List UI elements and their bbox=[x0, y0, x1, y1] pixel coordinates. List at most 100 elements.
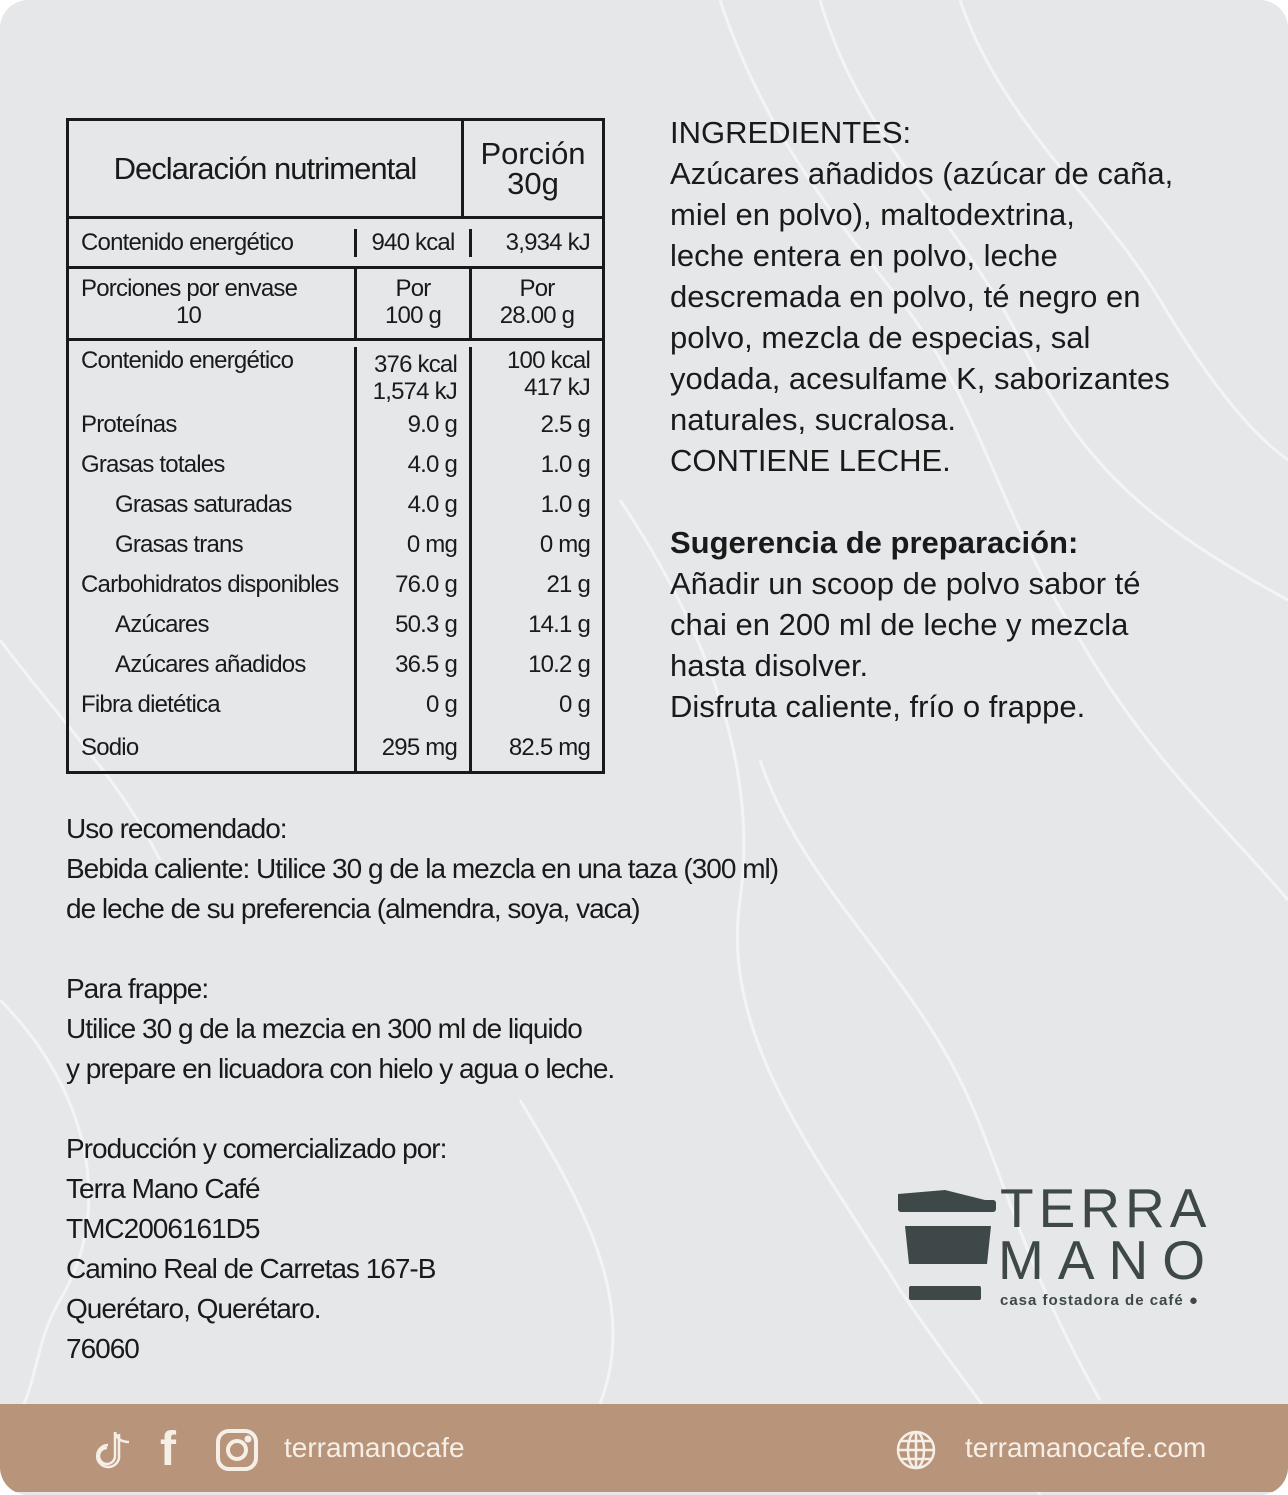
energy-perportion: 100 kcal 417 kJ bbox=[472, 347, 602, 401]
nutrient-row: Proteínas 9.0 g 2.5 g bbox=[69, 405, 602, 445]
usage-line: Camino Real de Carretas 167-B bbox=[66, 1253, 436, 1284]
servings-cell: Porciones por envase 10 bbox=[69, 269, 357, 338]
ingredients-section: INGREDIENTES: Azúcares añadidos (azúcar d… bbox=[670, 112, 1250, 727]
nutrient-label: Carbohidratos disponibles bbox=[69, 565, 357, 605]
energy-total-label: Contenido energético bbox=[69, 228, 357, 257]
usage-line: y prepare en licuadora con hielo y agua … bbox=[66, 1053, 615, 1084]
tiktok-icon[interactable] bbox=[95, 1428, 135, 1470]
usage-line bbox=[66, 1089, 778, 1129]
usage-line: Utilice 30 g de la mezcia en 300 ml de l… bbox=[66, 1013, 583, 1044]
nutrient-perportion: 0 g bbox=[559, 691, 591, 718]
energy-perportion-kj: 417 kJ bbox=[524, 374, 591, 401]
nutrient-per100: 4.0 g bbox=[357, 445, 472, 485]
instagram-icon[interactable] bbox=[215, 1428, 259, 1472]
energy-per100-kcal: 376 kcal bbox=[374, 351, 458, 378]
nutrient-row: Fibra dietética 0 g 0 g bbox=[69, 685, 602, 725]
ingredients-line: INGREDIENTES: bbox=[670, 115, 912, 150]
nutrient-perportion: 0 mg bbox=[539, 531, 591, 558]
nutrition-table: Declaración nutrimental Porción 30g Cont… bbox=[66, 118, 605, 774]
ingredients-line: naturales, sucralosa. bbox=[670, 402, 957, 437]
usage-line: Querétaro, Querétaro. bbox=[66, 1293, 321, 1324]
ingredients-line: miel en polvo), maltodextrina, bbox=[670, 197, 1075, 232]
energy-label: Contenido energético bbox=[69, 347, 357, 405]
ingredients-line: descremada en polvo, té negro en bbox=[670, 279, 1141, 314]
nutrient-perportion: 2.5 g bbox=[540, 411, 591, 438]
nutrient-per100: 4.0 g bbox=[357, 485, 472, 525]
nutrient-per100: 0 mg bbox=[357, 525, 472, 565]
nutrient-per100: 76.0 g bbox=[357, 565, 472, 605]
nutrition-title: Declaración nutrimental bbox=[69, 121, 464, 216]
usage-line: Producción y comercializado por: bbox=[66, 1133, 447, 1164]
terra-mano-logo: TERRA MANO casa fostadora de café ● bbox=[893, 1180, 1233, 1311]
preparation-line: hasta disolver. bbox=[670, 648, 869, 683]
energy-per100: 376 kcal 1,574 kJ bbox=[357, 347, 472, 405]
nutrient-label: Azúcares bbox=[69, 605, 357, 645]
nutrient-row: Azúcares 50.3 g 14.1 g bbox=[69, 605, 602, 645]
ingredients-line: polvo, mezcla de especias, sal bbox=[670, 320, 1091, 355]
nutrition-body: Contenido energético 376 kcal 1,574 kJ 1… bbox=[69, 341, 602, 771]
logo-line1: TERRA bbox=[1000, 1177, 1212, 1239]
nutrient-row: Grasas trans 0 mg 0 mg bbox=[69, 525, 602, 565]
nutrient-label: Sodio bbox=[69, 725, 357, 771]
preparation-line: chai en 200 ml de leche y mezcla bbox=[670, 607, 1129, 642]
nutrient-per100: 295 mg bbox=[357, 725, 472, 771]
nutrient-label: Grasas totales bbox=[69, 445, 357, 485]
perportion-header-a: Por bbox=[519, 275, 556, 302]
nutrient-perportion: 82.5 mg bbox=[508, 734, 591, 761]
nutrient-perportion: 14.1 g bbox=[528, 611, 591, 638]
servings-label: Porciones por envase bbox=[81, 275, 298, 302]
ingredients-line: Azúcares añadidos (azúcar de caña, bbox=[670, 156, 1174, 191]
energy-row: Contenido energético 376 kcal 1,574 kJ 1… bbox=[69, 341, 602, 405]
per100-header-a: Por bbox=[395, 275, 432, 302]
social-handle[interactable]: terramanocafe bbox=[284, 1432, 465, 1463]
logo-tagline: casa fostadora de café ● bbox=[1000, 1292, 1199, 1309]
portion-value: 30g bbox=[507, 165, 559, 201]
ingredients-line: leche entera en polvo, leche bbox=[670, 238, 1058, 273]
nutrient-row: Azúcares añadidos 36.5 g 10.2 g bbox=[69, 645, 602, 685]
nutrient-row: Sodio 295 mg 82.5 mg bbox=[69, 725, 602, 771]
usage-line: Bebida caliente: Utilice 30 g de la mezc… bbox=[66, 853, 779, 884]
logo-line2: MANO bbox=[998, 1229, 1219, 1291]
perportion-header-b: 28.00 g bbox=[499, 302, 575, 329]
nutrient-per100: 9.0 g bbox=[357, 405, 472, 445]
nutrient-label: Grasas saturadas bbox=[69, 485, 357, 525]
per100-header: Por 100 g bbox=[357, 269, 472, 338]
usage-section: Uso recomendado: Bebida caliente: Utilice… bbox=[66, 809, 779, 1369]
ingredients-line: yodada, acesulfame K, saborizantes bbox=[670, 361, 1170, 396]
nutrient-label: Grasas trans bbox=[69, 525, 357, 565]
usage-line: TMC2006161D5 bbox=[66, 1213, 260, 1244]
usage-line bbox=[66, 929, 778, 969]
nutrient-row: Grasas saturadas 4.0 g 1.0 g bbox=[69, 485, 602, 525]
preparation-line: Disfruta caliente, frío o frappe. bbox=[670, 689, 1086, 724]
energy-per100-kj: 1,574 kJ bbox=[372, 378, 458, 405]
perportion-header: Por 28.00 g bbox=[472, 269, 602, 338]
usage-line: 76060 bbox=[66, 1333, 140, 1364]
coffee-cup-logo-icon bbox=[898, 1190, 996, 1300]
nutrient-perportion: 21 g bbox=[546, 571, 590, 598]
preparation-title: Sugerencia de preparación: bbox=[670, 525, 1079, 560]
energy-perportion-kcal: 100 kcal bbox=[507, 347, 591, 374]
usage-line: de leche de su preferencia (almendra, so… bbox=[66, 893, 641, 924]
facebook-icon[interactable]: f bbox=[160, 1423, 176, 1476]
per100-header-b: 100 g bbox=[384, 302, 442, 329]
website-link[interactable]: terramanocafe.com bbox=[965, 1432, 1207, 1463]
registered-dot-icon: ● bbox=[1188, 1292, 1199, 1309]
servings-row: Porciones por envase 10 Por 100 g Por 28… bbox=[69, 269, 602, 341]
nutrient-row: Carbohidratos disponibles 76.0 g 21 g bbox=[69, 565, 602, 605]
nutrient-label: Azúcares añadidos bbox=[69, 645, 357, 685]
footer-bar: f terramanocafe terramanocafe.com bbox=[0, 1404, 1288, 1492]
portion-header: Porción 30g bbox=[464, 121, 602, 216]
nutrient-per100: 36.5 g bbox=[357, 645, 472, 685]
nutrient-per100: 0 g bbox=[357, 685, 472, 725]
logo-tagline-text: casa fostadora de café bbox=[1000, 1292, 1184, 1309]
nutrient-perportion: 1.0 g bbox=[540, 451, 591, 478]
nutrient-per100: 50.3 g bbox=[357, 605, 472, 645]
nutrient-perportion: 10.2 g bbox=[528, 651, 591, 678]
energy-total-row: Contenido energético 940 kcal 3,934 kJ bbox=[69, 219, 602, 269]
servings-value: 10 bbox=[176, 302, 202, 329]
ingredients-line: CONTIENE LECHE. bbox=[670, 443, 951, 478]
nutrient-row: Grasas totales 4.0 g 1.0 g bbox=[69, 445, 602, 485]
energy-total-kcal: 940 kcal bbox=[357, 228, 472, 257]
energy-total-kj: 3,934 kJ bbox=[505, 228, 591, 256]
